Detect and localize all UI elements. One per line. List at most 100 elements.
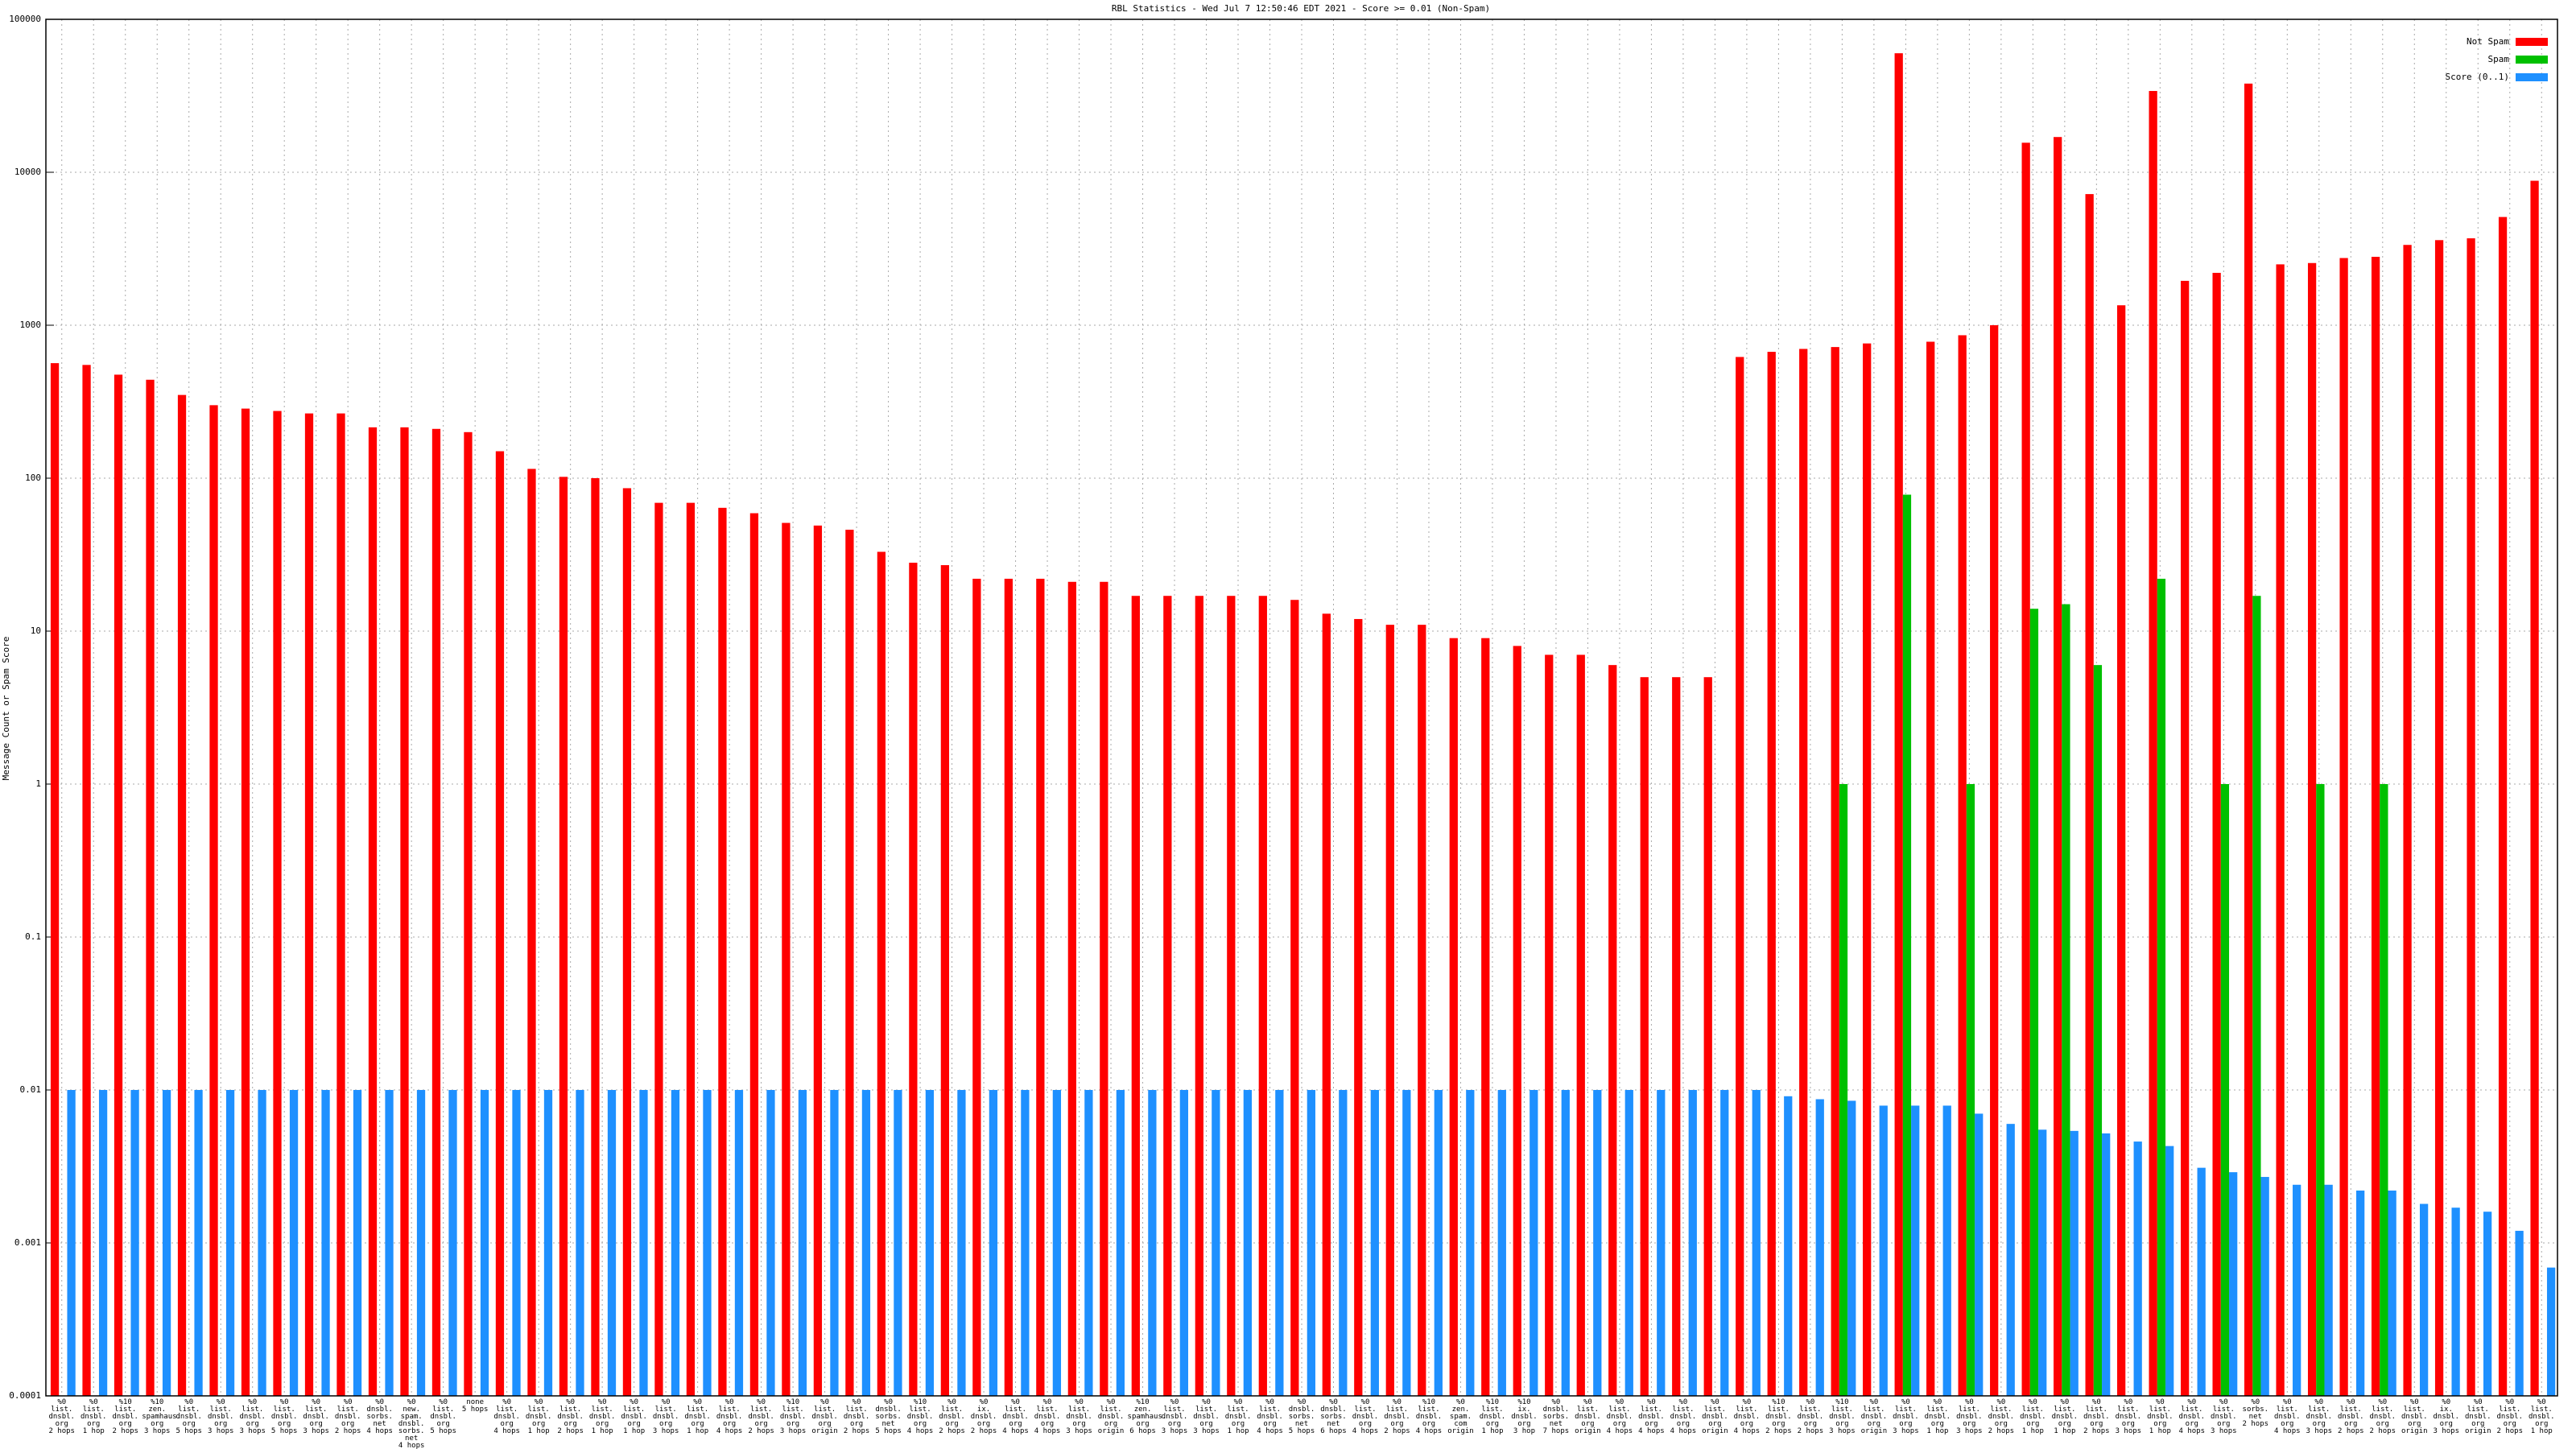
bar — [2165, 1146, 2174, 1396]
x-tick-label: %0 list. dnsbl. org 1 hop — [588, 1398, 616, 1435]
x-tick-label: %0 list. dnsbl. org 2 hops — [2496, 1398, 2523, 1435]
bar — [1179, 1090, 1189, 1396]
x-tick-label: %0 list. dnsbl. org 3 hops — [2115, 1398, 2142, 1435]
bar — [1545, 654, 1554, 1396]
bar — [1163, 596, 1172, 1396]
x-tick-label: %0 list. dnsbl. org 3 hops — [2306, 1398, 2333, 1435]
bar — [909, 563, 918, 1396]
bar — [2093, 665, 2103, 1396]
bar — [2117, 305, 2126, 1396]
x-tick-label: %0 list. dnsbl. org 3 hops — [207, 1398, 234, 1435]
bar — [304, 413, 314, 1397]
bar — [98, 1090, 108, 1396]
x-tick-label: %0 list. dnsbl. org origin — [1860, 1398, 1888, 1435]
x-tick-label: %0 list. dnsbl. org 1 hop — [2051, 1398, 2079, 1435]
x-tick-label: %0 ix. dnsbl. org 2 hops — [970, 1398, 997, 1435]
bar — [1958, 335, 1967, 1396]
x-tick-label: %10 ix. dnsbl. org 3 hop — [1511, 1398, 1538, 1435]
x-tick-label: %0 list. dnsbl. org 4 hops — [1034, 1398, 1061, 1435]
bar — [2149, 91, 2157, 1396]
bar — [2252, 596, 2261, 1396]
y-tick-label: 10000 — [14, 167, 41, 177]
bar — [241, 408, 250, 1396]
bar — [2276, 264, 2285, 1397]
x-tick-label: %0 list. dnsbl. org 4 hops — [493, 1398, 520, 1435]
bar — [2546, 1267, 2556, 1396]
y-tick-label: 0.0001 — [9, 1390, 41, 1401]
x-tick-label: %0 list. dnsbl. org 3 hops — [1066, 1398, 1092, 1435]
bar — [1624, 1090, 1633, 1396]
bar — [1911, 1105, 1920, 1396]
bar — [146, 379, 155, 1396]
bar — [543, 1090, 553, 1396]
x-tick-label: %10 list. dnsbl. org 4 hops — [906, 1398, 934, 1435]
x-tick-label: %0 dnsbl. sorbs. net 5 hops — [875, 1398, 902, 1435]
bar — [894, 1090, 902, 1396]
bar — [1021, 1090, 1030, 1396]
x-tick-label: %0 list. dnsbl. org 3 hops — [1193, 1398, 1220, 1435]
bar — [989, 1090, 998, 1396]
bar — [671, 1090, 680, 1396]
bar — [2498, 217, 2508, 1397]
bar — [1839, 784, 1848, 1396]
bar — [1608, 665, 1617, 1396]
bar — [162, 1090, 171, 1396]
bar — [734, 1090, 744, 1396]
x-tick-label: %10 list. dnsbl. org 1 hop — [1479, 1398, 1506, 1435]
legend-label: Score (0..1) — [2446, 72, 2509, 82]
bar — [1990, 325, 1999, 1396]
bar — [703, 1090, 712, 1396]
bar — [1736, 357, 1744, 1397]
x-tick-label: %0 list. dnsbl. org 2 hops — [1988, 1398, 2015, 1435]
x-tick-label: %0 list. dnsbl. org 4 hops — [2178, 1398, 2206, 1435]
bar — [1227, 596, 1236, 1396]
bar — [2380, 784, 2388, 1396]
bar — [1290, 600, 1299, 1396]
bar — [1402, 1090, 1411, 1396]
bar — [1767, 352, 1776, 1396]
bar — [972, 578, 981, 1396]
bar — [2070, 1130, 2079, 1396]
bar — [368, 427, 378, 1396]
bar — [1385, 625, 1394, 1396]
y-tick-label: 0.1 — [25, 931, 41, 942]
x-tick-label: %0 list. dnsbl. org origin — [1702, 1398, 1728, 1435]
bar — [258, 1090, 266, 1396]
bar — [400, 427, 409, 1396]
bar — [607, 1090, 617, 1396]
x-tick-label: %0 list. dnsbl. org 2 hops — [48, 1398, 75, 1435]
bar — [1513, 646, 1521, 1396]
legend-label: Spam — [2488, 54, 2510, 64]
x-tick-label: %0 list. dnsbl. org origin — [2465, 1398, 2491, 1435]
bar — [2197, 1167, 2206, 1396]
x-tick-label: %0 list. dnsbl. org 2 hops — [2369, 1398, 2396, 1435]
bar — [416, 1090, 426, 1396]
bar — [1657, 1090, 1666, 1396]
bar — [830, 1090, 839, 1396]
x-tick-label: %0 list. dnsbl. org origin — [2401, 1398, 2428, 1435]
bar — [1148, 1090, 1157, 1396]
bar — [1497, 1090, 1506, 1396]
legend-swatch — [2516, 38, 2548, 46]
x-tick-label: %10 list. dnsbl. org 3 hops — [1829, 1398, 1856, 1435]
bar — [1894, 53, 1903, 1397]
bar — [512, 1090, 521, 1396]
bar — [2451, 1208, 2460, 1396]
x-tick-label: %10 zen. spamhaus. org 3 hops — [142, 1398, 181, 1435]
bar — [766, 1090, 775, 1396]
bar — [1815, 1099, 1824, 1396]
x-tick-label: %0 list. dnsbl. org 4 hops — [1733, 1398, 1761, 1435]
bar — [2356, 1190, 2365, 1396]
bar — [353, 1090, 362, 1396]
bar — [622, 488, 632, 1396]
bar — [1902, 494, 1912, 1397]
bar — [798, 1090, 807, 1396]
bar — [2324, 1184, 2333, 1396]
bar — [925, 1090, 935, 1396]
bar — [2212, 272, 2221, 1396]
bar — [1322, 613, 1331, 1396]
x-tick-label: %0 list. dnsbl. org 4 hops — [716, 1398, 743, 1435]
bar — [1339, 1090, 1348, 1396]
bar — [114, 374, 123, 1396]
